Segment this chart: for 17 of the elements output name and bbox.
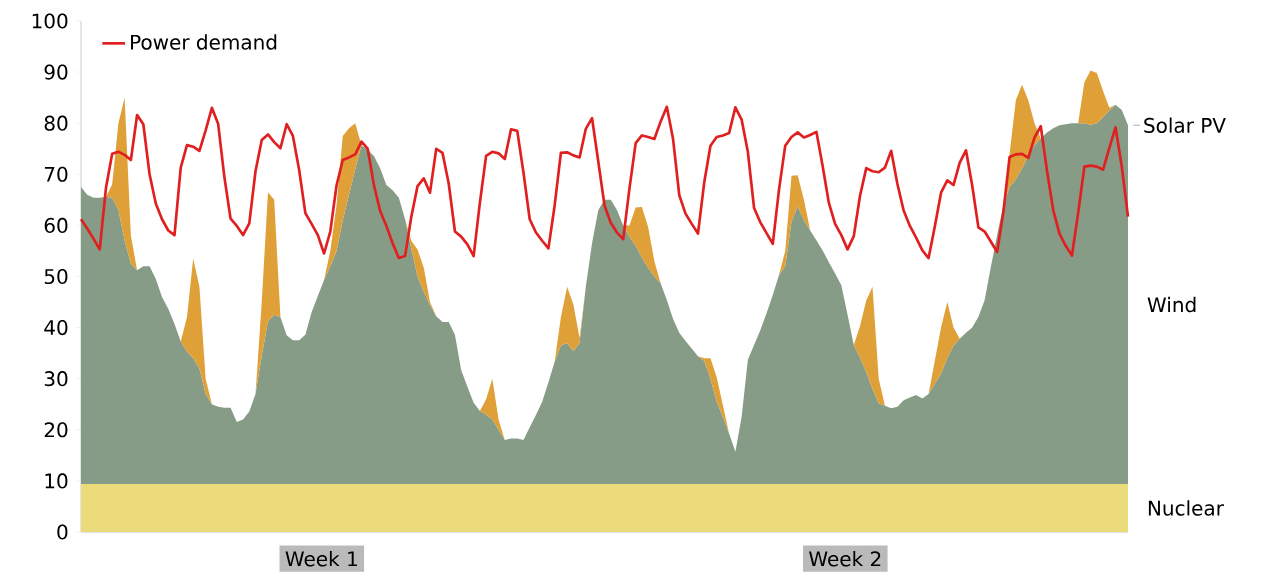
y-tick-label: 20 — [44, 422, 68, 438]
y-tick-label: 70 — [44, 166, 68, 182]
text: Week 1 — [285, 550, 357, 567]
y-tick-label: 40 — [44, 320, 68, 336]
legend-label: Power demand — [131, 34, 277, 50]
text: Week 2 — [809, 550, 881, 567]
y-tick-label: 100 — [32, 13, 68, 29]
y-tick-label: 80 — [44, 115, 68, 131]
series-label: Solar PV — [1144, 117, 1226, 133]
y-tick-label: 60 — [44, 217, 68, 233]
y-tick-label: 30 — [44, 371, 68, 387]
y-tick-label: 90 — [44, 64, 68, 80]
series-label: Nuclear — [1148, 500, 1224, 516]
y-tick-label: 10 — [45, 473, 68, 489]
y-tick-label: 50 — [44, 268, 68, 285]
y-tick-label: 0 — [57, 524, 68, 540]
series-label: Wind — [1147, 296, 1196, 313]
